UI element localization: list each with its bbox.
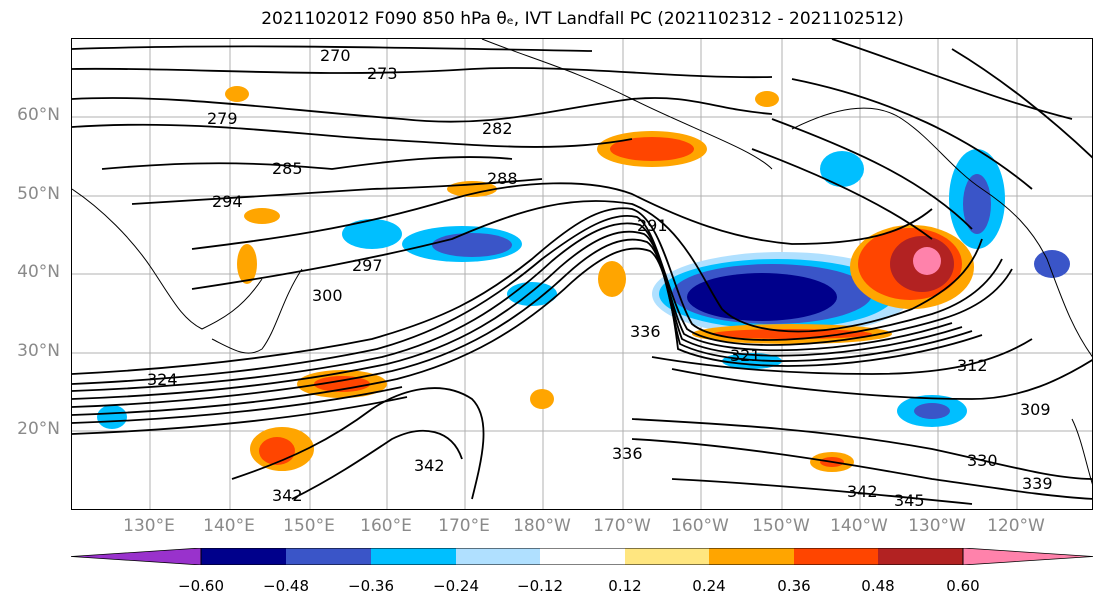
contour-label: 309	[1020, 400, 1051, 419]
lon-label: 120°W	[987, 516, 1045, 536]
lon-label: 130°W	[908, 516, 966, 536]
colorbar-tick: −0.24	[433, 577, 479, 595]
colorbar-tick: 0.60	[946, 577, 980, 595]
lon-label: 150°W	[752, 516, 810, 536]
lat-label: 30°N	[17, 341, 60, 361]
colorbar-segment	[794, 548, 878, 565]
theta-e-contours	[72, 39, 1092, 505]
contour-label: 270	[320, 46, 351, 65]
lat-label: 60°N	[17, 105, 60, 125]
lon-label: 180°W	[513, 516, 571, 536]
colorbar-tick: −0.36	[348, 577, 394, 595]
colorbar-segment	[625, 548, 709, 565]
contour-label: 330	[967, 451, 998, 470]
colorbar-tick: −0.60	[178, 577, 224, 595]
lat-label: 50°N	[17, 184, 60, 204]
contour-label: 273	[367, 64, 398, 83]
contour-label: 285	[272, 159, 303, 178]
colorbar-tick: −0.48	[263, 577, 309, 595]
contour-label: 312	[957, 356, 988, 375]
lon-label: 160°E	[360, 516, 412, 536]
colorbar-segment	[71, 548, 202, 565]
contour-label: 339	[1022, 474, 1053, 493]
pc-shading	[97, 86, 1070, 472]
colorbar-segment	[286, 548, 371, 565]
colorbar-segment	[540, 548, 625, 565]
contour-label: 288	[487, 169, 518, 188]
contour-label: 282	[482, 119, 513, 138]
colorbar-tick: 0.36	[777, 577, 811, 595]
colorbar-tick: 0.12	[608, 577, 642, 595]
colorbar-segment	[201, 548, 286, 565]
contour-label: 336	[612, 444, 643, 463]
contour-label: 294	[212, 192, 243, 211]
colorbar-tick: −0.12	[517, 577, 563, 595]
contour-label: 342	[847, 482, 878, 501]
lon-label: 160°W	[671, 516, 729, 536]
contour-label: 342	[414, 456, 445, 475]
contour-label: 324	[147, 370, 178, 389]
colorbar-segment	[456, 548, 540, 565]
colorbar-segment	[962, 548, 1093, 565]
contour-label: 279	[207, 109, 238, 128]
contour-label: 345	[894, 491, 925, 510]
lon-label: 170°E	[438, 516, 490, 536]
contour-label: 291	[637, 216, 668, 235]
colorbar-tick: 0.24	[692, 577, 726, 595]
map-canvas: 270 273 279 282 285 288 294 291 297 300 …	[72, 39, 1092, 510]
lon-label: 130°E	[123, 516, 175, 536]
colorbar-segment	[709, 548, 794, 565]
contour-label: 321	[730, 346, 761, 365]
lon-label: 140°E	[203, 516, 255, 536]
colorbar	[71, 548, 1093, 565]
contour-label: 336	[630, 322, 661, 341]
lat-label: 20°N	[17, 419, 60, 439]
colorbar-segment	[371, 548, 456, 565]
coastlines	[72, 39, 1092, 485]
contour-label: 297	[352, 256, 383, 275]
lon-label: 150°E	[283, 516, 335, 536]
contour-label: 342	[272, 486, 303, 505]
contour-label: 300	[312, 286, 343, 305]
lon-label: 140°W	[830, 516, 888, 536]
map-title: 2021102012 F090 850 hPa θₑ, IVT Landfall…	[261, 9, 904, 29]
colorbar-segment	[878, 548, 963, 565]
lon-label: 170°W	[593, 516, 651, 536]
colorbar-tick: 0.48	[861, 577, 895, 595]
lat-label: 40°N	[17, 262, 60, 282]
contour-labels: 270 273 279 282 285 288 294 291 297 300 …	[147, 46, 1053, 510]
map-panel: 270 273 279 282 285 288 294 291 297 300 …	[71, 38, 1093, 510]
